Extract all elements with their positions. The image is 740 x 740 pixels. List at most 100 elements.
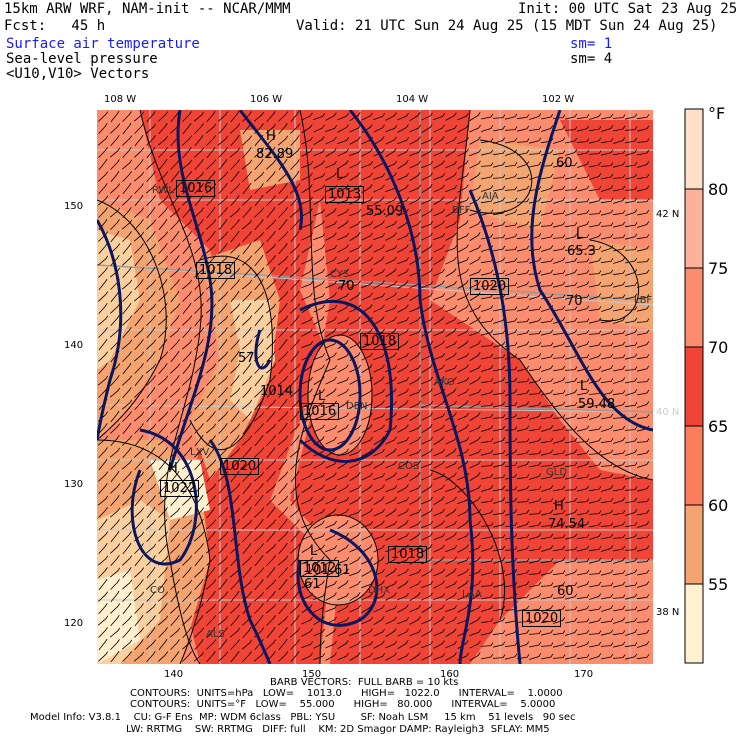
wind-barb (337, 568, 349, 577)
wind-barb (217, 555, 229, 566)
wind-barb (122, 482, 132, 495)
wind-barb (541, 593, 554, 600)
wind-barb (421, 641, 434, 649)
wind-barb (325, 220, 337, 229)
wind-barb (206, 590, 216, 603)
wind-barb (505, 533, 518, 540)
wind-barb (337, 124, 349, 133)
wind-barb (373, 196, 385, 205)
wind-barb (217, 135, 229, 146)
wind-barb (528, 270, 542, 275)
wind-barb (373, 473, 386, 481)
wind-barb (349, 112, 361, 121)
wind-barb (385, 112, 397, 121)
wind-barb (134, 134, 144, 147)
wind-barb (613, 161, 626, 168)
wind-barb (194, 578, 204, 591)
wind-barb (301, 112, 313, 121)
wind-barb (516, 618, 530, 623)
wind-barb (110, 483, 121, 494)
wind-barb (613, 365, 626, 372)
pressure-label: 1020 (220, 458, 260, 475)
wind-barb (612, 210, 626, 216)
wind-barb (469, 280, 481, 289)
wind-barb (553, 305, 566, 312)
wind-barb (625, 329, 638, 336)
wind-barb (433, 316, 445, 325)
wind-barb (373, 556, 385, 565)
wind-barb (516, 318, 530, 323)
wind-barb (121, 639, 133, 650)
wind-barb (469, 449, 482, 457)
wind-barb (528, 150, 542, 155)
wind-barb (409, 316, 421, 325)
wind-barb (146, 386, 156, 399)
wind-barb (577, 185, 590, 192)
wind-barb (313, 268, 325, 277)
wind-barb (493, 161, 506, 168)
forecast-hour: Fcst: 45 h (4, 18, 106, 34)
wind-barb (361, 652, 373, 661)
wind-barb (516, 558, 530, 563)
wind-barb (589, 113, 602, 120)
wind-barb (301, 484, 313, 493)
wind-barb (589, 353, 602, 360)
wind-barb (206, 626, 216, 639)
wind-barb (361, 352, 373, 361)
wind-barb (624, 126, 638, 131)
wind-barb (504, 522, 518, 528)
wind-barb (206, 435, 216, 446)
wind-barb (445, 628, 457, 637)
wind-barb (469, 136, 481, 145)
wind-barb (600, 438, 614, 444)
wind-barb (241, 579, 253, 590)
wind-barb (624, 642, 638, 648)
wind-barb (433, 593, 446, 601)
wind-barb (469, 184, 481, 193)
wind-barb (601, 245, 614, 252)
wind-barb (433, 196, 445, 205)
pressure-label: 1018 (360, 333, 400, 350)
wind-barb (457, 112, 469, 121)
wind-barb (278, 158, 288, 171)
wind-barb (624, 162, 638, 168)
wind-barb (349, 496, 361, 505)
wind-barb (409, 400, 421, 409)
wind-barb (266, 386, 276, 399)
wind-barb (337, 484, 349, 493)
pressure-label: 1012 (300, 560, 340, 577)
wind-barb (290, 290, 300, 303)
wind-barb (433, 424, 445, 433)
wind-barb (445, 160, 457, 169)
wind-barb (409, 532, 421, 541)
wind-barb (613, 281, 626, 288)
wind-barb (409, 460, 421, 469)
wind-barb (337, 412, 349, 421)
wind-barb (278, 531, 289, 542)
wind-barb (253, 291, 265, 302)
wind-barb (409, 112, 421, 121)
wind-barb (457, 317, 470, 325)
wind-barb (361, 292, 373, 301)
wind-barb (445, 256, 457, 265)
wind-barb (122, 182, 132, 195)
wind-barb (505, 389, 518, 396)
wind-barb (254, 554, 264, 567)
wind-barb (337, 400, 349, 409)
wind-barb (517, 569, 530, 576)
wind-barb (241, 219, 253, 230)
wind-barb (421, 304, 433, 313)
wind-barb (349, 592, 361, 601)
wind-barb (409, 652, 421, 661)
wind-barb (98, 122, 108, 135)
wind-barb (122, 386, 132, 399)
wind-barb (433, 244, 445, 253)
wind-barb (409, 496, 421, 505)
wind-barb (504, 402, 518, 408)
wind-barb (170, 350, 180, 363)
wind-barb (325, 208, 337, 217)
wind-barb (170, 614, 180, 627)
wind-barb (146, 650, 156, 663)
wind-barb (230, 639, 240, 650)
wind-barb (553, 257, 566, 264)
